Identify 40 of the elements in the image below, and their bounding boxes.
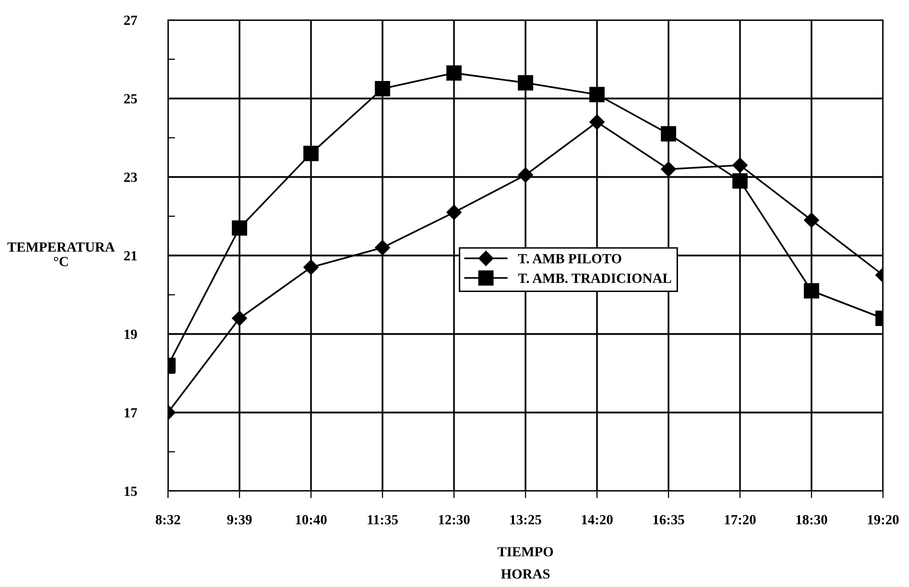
point [374,81,390,96]
y-tick-label: 19 [124,330,137,339]
point [446,65,462,81]
point [732,158,748,173]
x-axis-title: TIEMPO HORAS [498,547,553,579]
y-tick-label: 25 [124,94,137,104]
x-tick-label: 16:35 [653,515,684,524]
point [518,167,534,183]
point [232,310,248,326]
x-tick-label: 10:40 [296,515,327,524]
x-tick-label: 8:32 [156,515,180,524]
x-tick-label: 17:20 [724,515,756,524]
point [804,283,820,298]
y-tick-label: 17 [124,408,138,418]
x-tick-label: 19:20 [868,515,899,524]
point [303,260,319,275]
x-tick-label: 12:30 [438,515,470,524]
legend-label: T. AMB PILOTO [518,254,622,264]
x-tick-label: 14:20 [582,515,613,524]
point [374,240,390,256]
point [303,146,319,162]
point [732,173,748,189]
point [660,162,676,177]
y-tick-label: 23 [124,172,137,182]
x-tick-label: 13:25 [510,515,542,524]
point [518,75,534,90]
y-tick-label: 27 [124,16,138,25]
y-tick-label: 15 [124,486,137,496]
point [446,204,462,220]
point [589,86,605,102]
point [660,126,676,142]
x-tick-label: 18:30 [796,515,828,524]
point [232,220,248,236]
x-tick-label: 11:35 [368,515,398,524]
point [804,212,820,228]
point [589,114,605,130]
y-tick-label: 21 [124,251,137,260]
y-axis-title: TEMPERATURA °C [7,242,115,266]
x-tick-label: 9:39 [227,515,252,524]
legend-label: T. AMB. TRADICIONAL [518,274,672,284]
